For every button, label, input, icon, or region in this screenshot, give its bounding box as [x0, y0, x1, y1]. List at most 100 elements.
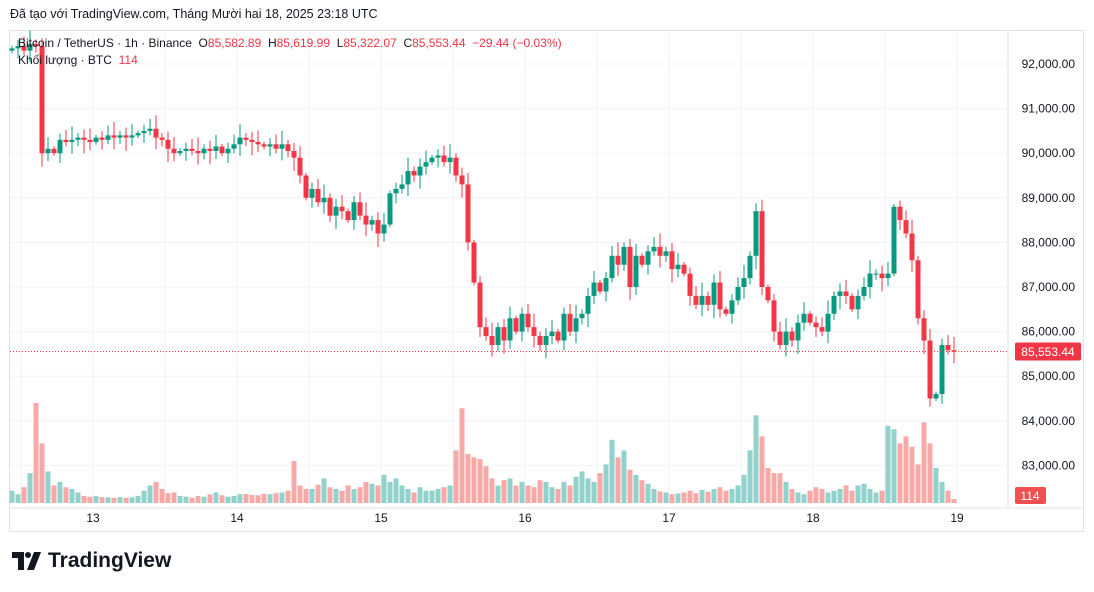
volume-bar — [243, 493, 249, 503]
candle-body — [651, 246, 657, 252]
candle-body — [429, 157, 435, 163]
close-label: C — [403, 36, 413, 50]
candle-body — [87, 139, 93, 143]
candle-body — [663, 251, 669, 256]
candle-body — [927, 340, 933, 399]
volume-bar — [687, 490, 693, 503]
volume-bar — [627, 469, 633, 503]
candle-body — [807, 313, 813, 323]
volume-label[interactable]: Khối lượng · BTC — [18, 53, 112, 67]
candle-body — [585, 295, 591, 314]
volume-bar — [153, 481, 159, 503]
volume-bar — [711, 488, 717, 503]
candle-body — [735, 287, 741, 301]
candle-body — [51, 148, 57, 154]
candle-body — [339, 206, 345, 212]
candle-body — [15, 46, 21, 49]
volume-bar — [555, 488, 561, 503]
volume-bar — [657, 491, 663, 503]
volume-bar — [411, 492, 417, 503]
volume-bar — [309, 488, 315, 503]
volume-bar — [39, 443, 45, 503]
volume-bar — [219, 495, 225, 503]
candle-body — [165, 139, 171, 149]
candle-body — [621, 246, 627, 265]
volume-bar — [669, 494, 675, 503]
volume-bar — [939, 481, 945, 503]
candle-body — [9, 48, 15, 51]
candle-body — [639, 255, 645, 265]
candle-body — [597, 282, 603, 292]
candle-body — [903, 220, 909, 234]
volume-bar — [945, 490, 951, 503]
volume-bar — [45, 471, 51, 503]
candle-body — [57, 139, 63, 154]
volume-bar — [471, 457, 477, 503]
volume-bar — [63, 487, 69, 503]
close-value: 85,553.44 — [412, 36, 466, 50]
candle-body — [573, 318, 579, 332]
candle-body — [945, 344, 951, 351]
candle-body — [213, 146, 219, 151]
candle-body — [153, 128, 159, 138]
candle-body — [627, 246, 633, 287]
candle-body — [747, 255, 753, 279]
candle-body — [795, 322, 801, 341]
open-label: O — [198, 36, 208, 50]
volume-bar — [27, 473, 33, 503]
volume-bar — [123, 497, 129, 503]
candle-body — [45, 148, 51, 154]
volume-bar — [855, 485, 861, 503]
candle-body — [393, 188, 399, 194]
candle-body — [915, 260, 921, 319]
volume-bar — [447, 485, 453, 503]
candle-body — [543, 336, 549, 345]
candle-body — [423, 162, 429, 167]
candle-body — [489, 336, 495, 345]
candle-body — [369, 220, 375, 225]
volume-bar — [51, 485, 57, 503]
symbol-name[interactable]: Bitcoin / TetherUS · 1h · Binance — [18, 36, 192, 50]
y-tick-label: 91,000.00 — [1022, 102, 1076, 116]
volume-bar — [183, 496, 189, 503]
volume-bar — [801, 494, 807, 503]
volume-bar — [645, 483, 651, 503]
volume-bar — [831, 490, 837, 503]
volume-legend: Khối lượng · BTC 114 — [18, 52, 562, 69]
candle-body — [105, 135, 111, 140]
candle-body — [549, 331, 555, 337]
volume-bar — [579, 471, 585, 503]
volume-bar — [369, 483, 375, 503]
candle-body — [147, 128, 153, 131]
candle-body — [171, 148, 177, 154]
volume-bar — [633, 474, 639, 503]
volume-bar — [927, 443, 933, 503]
candle-body — [279, 144, 285, 149]
volume-bar — [165, 493, 171, 503]
volume-bar — [297, 485, 303, 503]
open-value: 85,582.89 — [207, 36, 262, 50]
volume-bar — [321, 478, 327, 503]
candle-body — [93, 137, 99, 143]
price-tag: 85,553.44 — [1021, 345, 1075, 359]
volume-bar — [717, 487, 723, 503]
volume-bar — [681, 492, 687, 503]
volume-bar — [303, 488, 309, 503]
candle-body — [405, 171, 411, 185]
tradingview-logo[interactable]: TradingView — [12, 549, 171, 573]
candle-body — [381, 224, 387, 234]
candle-body — [417, 166, 423, 176]
volume-bar — [675, 493, 681, 503]
volume-bar — [399, 485, 405, 503]
candle-body — [801, 313, 807, 323]
candle-body — [387, 193, 393, 225]
volume-bar — [291, 460, 297, 503]
volume-bar — [267, 494, 273, 503]
volume-bar — [141, 490, 147, 503]
volume-bar — [87, 496, 93, 503]
volume-bar — [651, 488, 657, 503]
candle-body — [231, 144, 237, 149]
candle-body — [921, 318, 927, 341]
volume-bar — [843, 485, 849, 503]
